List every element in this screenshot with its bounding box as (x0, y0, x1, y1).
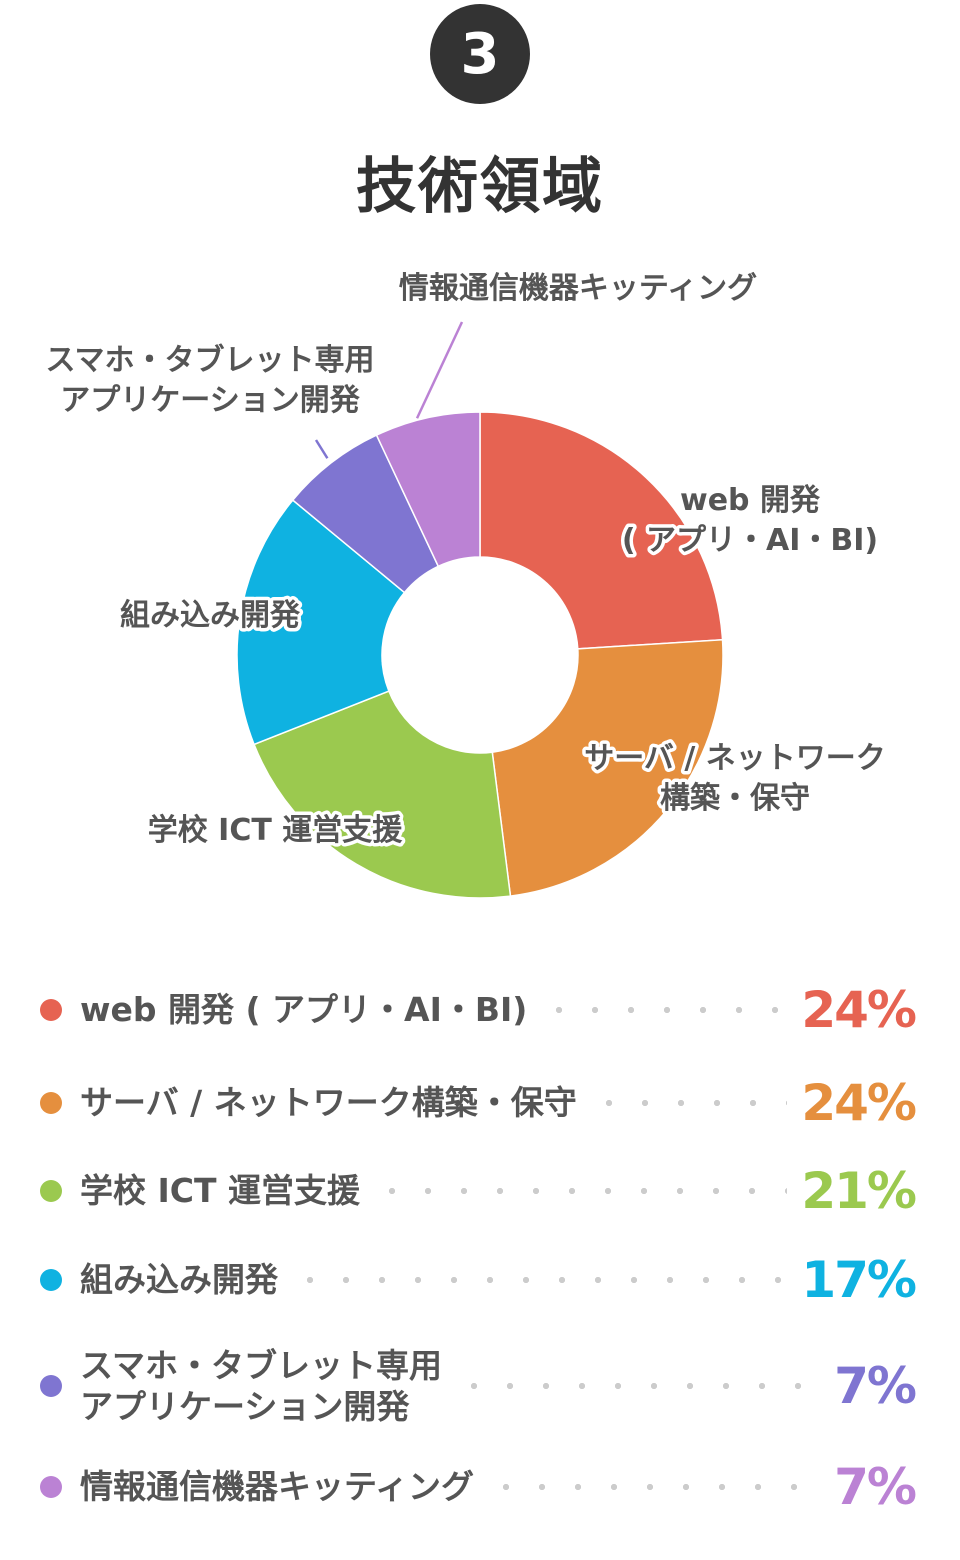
legend-label: サーバ / ネットワーク構築・保守 (80, 1083, 577, 1123)
dotted-leader (590, 1100, 788, 1106)
pie-slice-school (253, 690, 512, 899)
slice-label-line: 組み込み開発 (120, 598, 301, 633)
legend-percent-value: 24% (801, 981, 917, 1039)
page-title: 技術領域 (356, 152, 604, 222)
leader-line-kitting (415, 321, 464, 419)
dotted-leader (456, 1383, 821, 1389)
legend-percent-value: 21% (801, 1162, 917, 1220)
slice-label-kitting: 情報通信機器キッティング (399, 271, 757, 306)
legend-label: web 開発 ( アプリ・AI・BI) (80, 990, 528, 1030)
legend-percent-value: 24% (801, 1074, 917, 1132)
slice-label-line: 情報通信機器キッティング (399, 271, 757, 306)
slice-label-server: サーバ / ネットワーク構築・保守 (584, 741, 886, 816)
slice-label-mobile: スマホ・タブレット専用アプリケーション開発 (45, 343, 374, 418)
legend-percent-value: 7% (834, 1357, 917, 1415)
legend-percent-value: 17% (801, 1251, 917, 1309)
legend-label: 情報通信機器キッティング (80, 1467, 475, 1507)
legend-label: スマホ・タブレット専用 アプリケーション開発 (80, 1345, 443, 1426)
slice-label-line: 学校 ICT 運営支援 (148, 813, 404, 848)
legend-item: 情報通信機器キッティング 7% (40, 1458, 917, 1516)
legend-color-dot (40, 1092, 62, 1114)
legend-color-dot (40, 1375, 62, 1397)
legend-color-dot (40, 1180, 62, 1202)
section-number-badge: 3 (430, 4, 530, 104)
dotted-leader (373, 1188, 788, 1194)
legend-percent-value: 7% (834, 1458, 917, 1516)
section-number: 3 (460, 21, 500, 87)
dotted-leader (541, 1007, 788, 1013)
slice-label-web: web 開発 ( アプリ・AI・BI) (622, 483, 878, 558)
slice-label-line: 構築・保守 (660, 781, 810, 816)
pie-slice-embedded (236, 499, 406, 746)
pie-slice-kitting (375, 411, 481, 568)
legend-label: 学校 ICT 運営支援 (80, 1171, 360, 1211)
pie-slice-web (479, 411, 724, 650)
legend-item: サーバ / ネットワーク構築・保守 24% (40, 1074, 917, 1132)
legend-item: web 開発 ( アプリ・AI・BI) 24% (40, 981, 917, 1039)
dotted-leader (292, 1277, 788, 1283)
legend-item: スマホ・タブレット専用 アプリケーション開発 7% (40, 1345, 917, 1427)
legend-color-dot (40, 1476, 62, 1498)
slice-label-embedded: 組み込み開発 (120, 598, 301, 633)
legend-color-dot (40, 999, 62, 1021)
slice-label-line: ( アプリ・AI・BI) (622, 523, 878, 558)
legend-item: 組み込み開発 17% (40, 1251, 917, 1309)
legend-color-dot (40, 1269, 62, 1291)
slice-label-line: アプリケーション開発 (60, 383, 360, 418)
leader-line-mobile (314, 439, 329, 459)
slice-label-line: web 開発 (680, 483, 821, 518)
slice-label-line: スマホ・タブレット専用 (45, 343, 374, 378)
slice-label-school: 学校 ICT 運営支援 (148, 813, 404, 848)
slice-label-line: サーバ / ネットワーク (584, 741, 886, 776)
dotted-leader (488, 1484, 821, 1490)
pie-slice-server (491, 638, 724, 897)
legend-label: 組み込み開発 (80, 1260, 278, 1300)
legend-item: 学校 ICT 運営支援 21% (40, 1162, 917, 1220)
